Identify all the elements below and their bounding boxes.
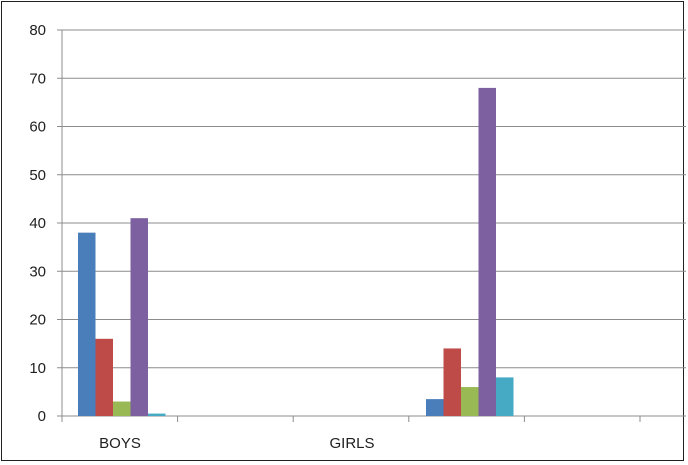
bar-girls-series-5	[496, 377, 514, 416]
bar-girls-series-3	[461, 387, 479, 416]
bar-boys-series-5	[148, 413, 166, 416]
bars	[78, 87, 514, 417]
gridlines	[62, 29, 686, 369]
y-tick-label: 20	[29, 312, 46, 329]
y-tick-label: 60	[29, 119, 46, 136]
bar-boys-series-1	[78, 232, 96, 416]
bar-girls-series-1	[426, 399, 444, 416]
y-axis: 0 10 20 30 40 50 60 70 80	[29, 22, 63, 425]
x-axis	[61, 415, 686, 422]
y-tick-label: 40	[29, 215, 46, 232]
y-tick-label: 0	[38, 408, 46, 425]
x-axis-labels: BOYS GIRLS	[99, 435, 374, 452]
bar-boys-series-4	[130, 218, 148, 416]
y-tick-label: 80	[29, 22, 46, 39]
bar-girls-series-4	[478, 87, 496, 417]
y-tick-label: 50	[29, 167, 46, 184]
y-tick-label: 70	[29, 70, 46, 87]
bar-girls-series-2	[443, 348, 461, 416]
x-tick-label: BOYS	[99, 435, 141, 452]
bar-boys-series-2	[95, 338, 113, 416]
y-tick-label: 10	[29, 360, 46, 377]
x-tick-label: GIRLS	[329, 435, 374, 452]
y-tick-label: 30	[29, 263, 46, 280]
bar-boys-series-3	[113, 401, 131, 416]
